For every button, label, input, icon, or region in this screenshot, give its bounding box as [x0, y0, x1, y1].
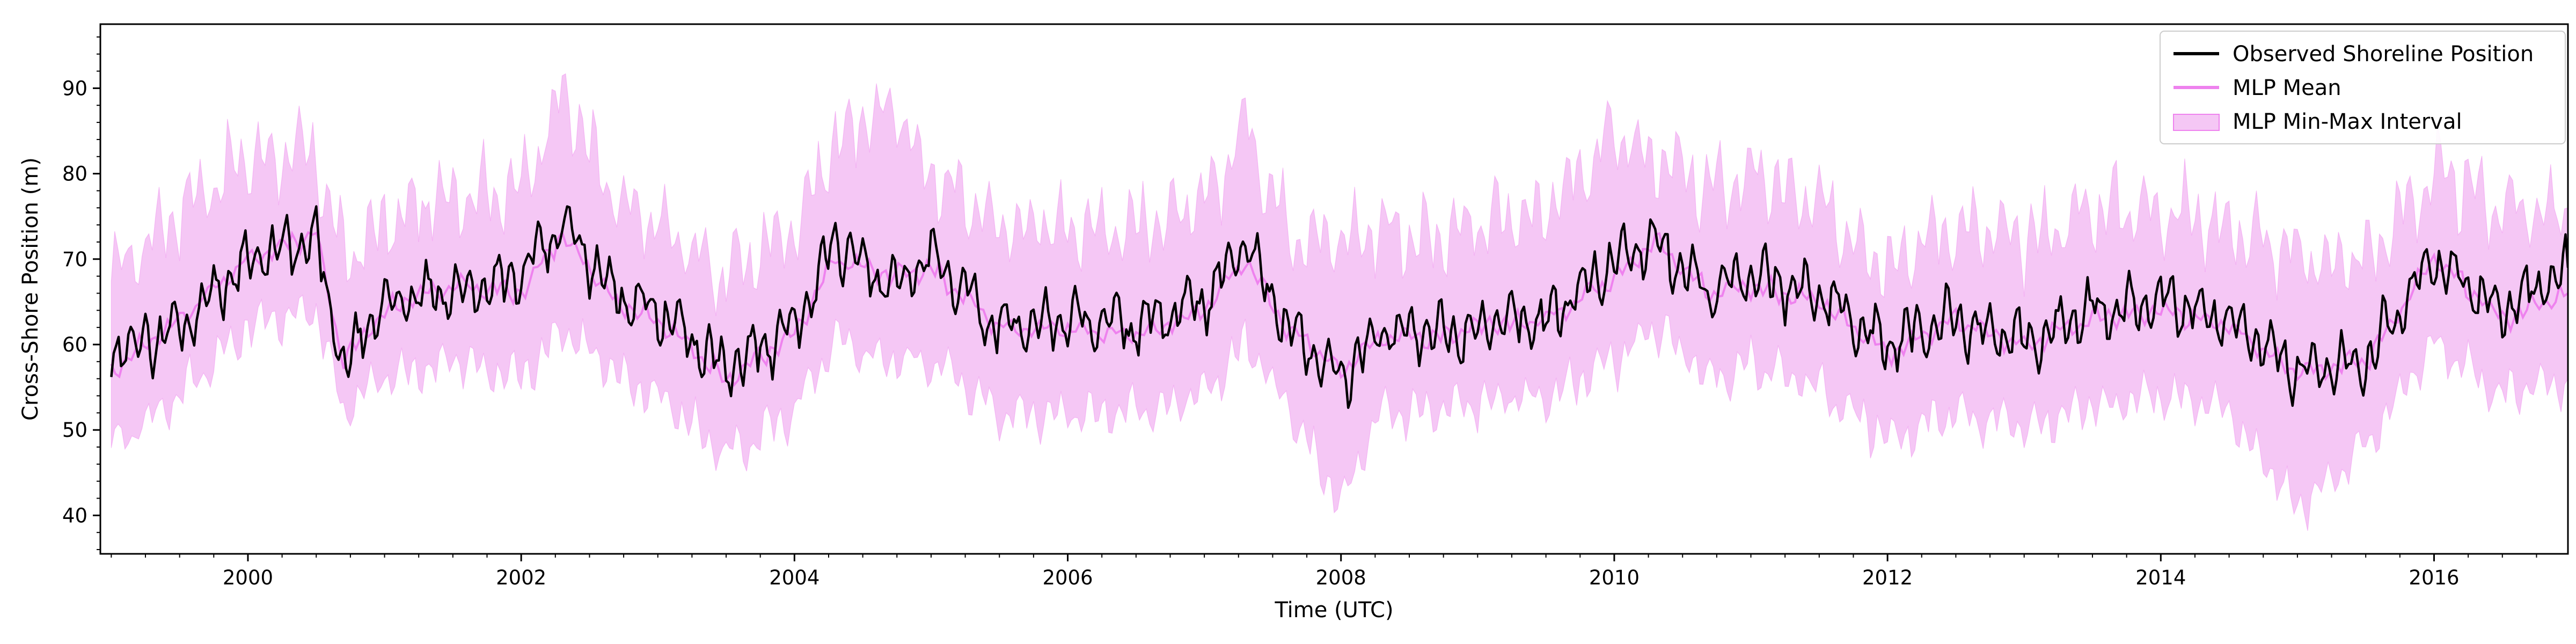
y-tick-label: 90 — [62, 77, 87, 100]
series-interval-band — [111, 73, 2568, 531]
x-tick-label: 2000 — [223, 566, 273, 589]
legend: Observed Shoreline Position MLP Mean MLP… — [2160, 31, 2566, 144]
x-tick-label: 2010 — [1589, 566, 1640, 589]
legend-label-observed: Observed Shoreline Position — [2233, 42, 2534, 67]
series-mean-line — [110, 229, 2568, 387]
y-tick-label: 70 — [62, 248, 87, 271]
x-tick-label: 2012 — [1862, 566, 1913, 589]
series-observed-line — [110, 205, 2568, 409]
legend-label-mean: MLP Mean — [2233, 76, 2341, 100]
y-tick-label: 60 — [62, 333, 87, 356]
y-tick-label: 50 — [62, 419, 87, 442]
observed-line-layer — [110, 205, 2568, 409]
plot-frame — [99, 23, 2569, 555]
x-tick-label: 2014 — [2135, 566, 2186, 589]
legend-swatch-interval — [2173, 114, 2220, 131]
x-axis-label: Time (UTC) — [1274, 598, 1393, 623]
mean-line-layer — [110, 229, 2568, 387]
y-tick-label: 40 — [62, 504, 87, 527]
legend-label-interval: MLP Min-Max Interval — [2233, 109, 2462, 134]
y-axis-label: Cross-Shore Position (m) — [18, 157, 43, 421]
y-axis-ticks: 40 50 60 70 80 90 — [62, 36, 100, 551]
x-tick-label: 2004 — [769, 566, 819, 589]
x-axis-ticks: 2000 2002 2004 2006 2008 2010 2012 2014 2016 — [111, 554, 2537, 589]
x-tick-label: 2016 — [2409, 566, 2459, 589]
legend-box — [2160, 31, 2566, 144]
x-tick-label: 2008 — [1316, 566, 1366, 589]
y-tick-label: 80 — [62, 163, 87, 186]
x-tick-label: 2002 — [496, 566, 546, 589]
x-tick-label: 2006 — [1042, 566, 1093, 589]
interval-band-layer — [111, 73, 2568, 531]
